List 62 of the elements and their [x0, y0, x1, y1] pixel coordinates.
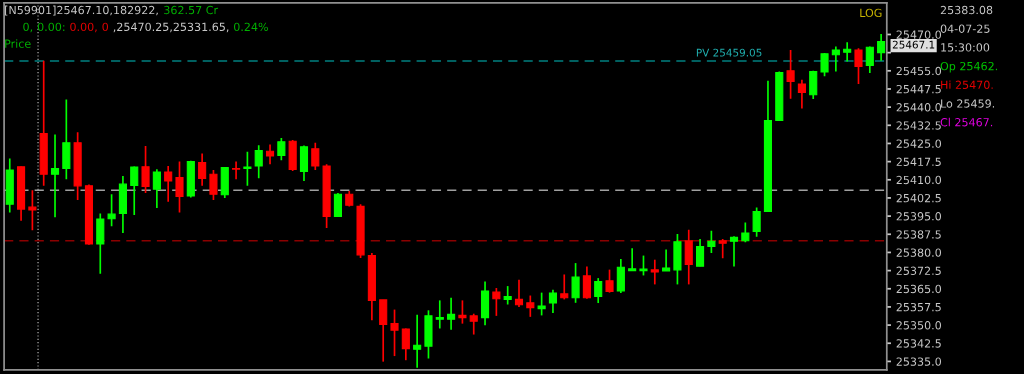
text: Op 25462. — [940, 61, 998, 73]
candlestick — [232, 160, 241, 181]
y-tick-label: 25380.0 — [896, 248, 942, 257]
text: 15:30:00 — [941, 43, 990, 52]
y-tick-label: 25357.5 — [896, 302, 941, 312]
candlestick — [650, 258, 659, 286]
candlestick — [537, 291, 546, 317]
y-tick-label: 25447.5 — [896, 84, 941, 94]
candlestick — [390, 308, 399, 357]
y-tick-label: 25350.0 — [896, 321, 942, 330]
y-tick-label: 25455.0 — [896, 66, 942, 76]
candlestick — [73, 131, 82, 201]
annotation: 362.57 Cr — [164, 5, 219, 15]
candlestick — [752, 206, 761, 238]
candlestick — [322, 163, 331, 229]
y-tick-label: 25365.0 — [896, 284, 942, 294]
y-tick-label: 25402.5 — [896, 193, 941, 203]
candlestick — [707, 229, 716, 254]
candlestick — [424, 309, 433, 360]
y-tick-label: 25372.5 — [896, 266, 941, 275]
candlestick — [356, 203, 365, 259]
annotation: 0.00, — [70, 22, 97, 33]
candlestick — [571, 262, 580, 304]
candlestick — [786, 49, 795, 100]
candlestick — [605, 268, 614, 294]
annotation: 0.24% — [233, 22, 268, 32]
text: Cl 25467. — [940, 117, 993, 127]
y-tick-label: 25440.0 — [896, 103, 942, 112]
y-tick-label: 25432.5 — [896, 121, 941, 130]
y-tick-label: 25335.0 — [896, 357, 942, 366]
text: Lo 25459. — [941, 99, 995, 108]
y-tick-label: 25425.0 — [896, 139, 942, 148]
y-tick-label: 25387.5 — [896, 230, 941, 239]
y-tick-label: 25410.0 — [896, 175, 942, 185]
candlestick — [854, 47, 863, 85]
text: 25467.1 — [892, 40, 935, 49]
y-tick-label: 25417.5 — [896, 157, 941, 166]
candlestick — [492, 287, 501, 317]
annotation: [N59901]25467.10,182922, — [5, 5, 158, 16]
text: 25383.08 — [940, 5, 993, 15]
text: 04-07-25 — [940, 24, 990, 33]
candlestick — [141, 145, 150, 194]
annotation: 0 — [102, 22, 109, 32]
candlestick — [458, 299, 467, 325]
annotation: 0.00: — [37, 22, 65, 32]
annotation: ,25470.25,25331.65, — [113, 22, 229, 33]
candlestick — [175, 160, 184, 214]
y-tick-label: 25470.0 — [896, 30, 942, 39]
annotation: LOG — [860, 8, 882, 18]
candlestick — [673, 233, 682, 286]
text: Hi 25470. — [941, 80, 993, 90]
candlestick — [28, 189, 37, 231]
annotation: Price — [5, 39, 31, 48]
candlestick — [209, 169, 218, 201]
candlestick — [639, 254, 648, 277]
candlestick — [277, 137, 286, 161]
candlestick — [243, 150, 252, 187]
ref-line-label: PV 25459.05 — [696, 48, 762, 57]
y-tick-label: 25395.0 — [896, 212, 942, 221]
candlestick — [820, 52, 829, 78]
annotation: 0, — [23, 22, 33, 33]
y-tick-label: 25342.5 — [896, 339, 941, 348]
